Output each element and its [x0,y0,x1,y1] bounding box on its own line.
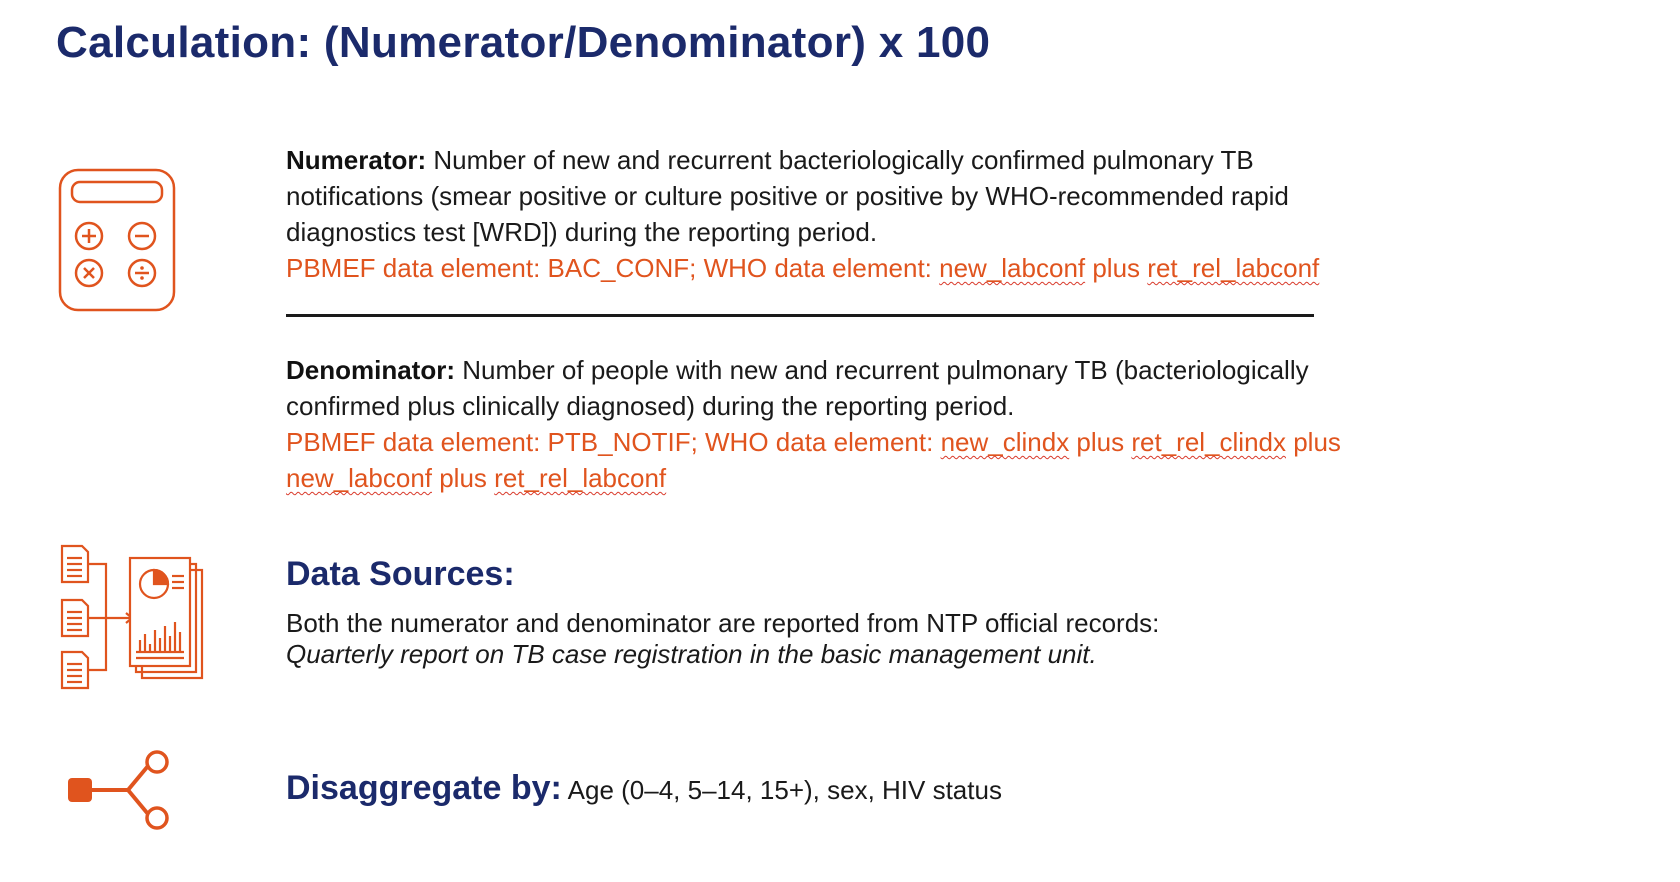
data-sources-heading: Data Sources: [286,555,515,593]
denominator-term-ret-rel-clindx: ret_rel_clindx [1131,427,1286,457]
denominator-text-1: Number of people with new and recurrent … [455,355,1309,385]
disaggregate-heading: Disaggregate by: [286,769,562,807]
denominator-term-joiner-3: plus [432,463,495,493]
fraction-divider [286,314,1314,317]
numerator-term-new-labconf: new_labconf [939,253,1086,283]
numerator-line-1: Numerator: Number of new and recurrent b… [286,142,1319,178]
disaggregate-line: Disaggregate by: Age (0–4, 5–14, 15+), s… [286,770,1002,808]
data-sources-text: Both the numerator and denominator are r… [286,608,1160,638]
reports-chart-icon [60,544,204,690]
disaggregate-block: Disaggregate by: Age (0–4, 5–14, 15+), s… [286,770,1002,808]
denominator-term-new-clindx: new_clindx [940,427,1070,457]
denominator-line-2: confirmed plus clinically diagnosed) dur… [286,391,1015,421]
calculator-icon [58,168,176,312]
numerator-line-2: notifications (smear positive or culture… [286,181,1289,211]
numerator-term-ret-rel-labconf: ret_rel_labconf [1147,253,1320,283]
denominator-data-element-prefix: PBMEF data element: PTB_NOTIF; WHO data … [286,427,941,457]
denominator-block: Denominator: Number of people with new a… [286,352,1341,496]
data-sources-block: Data Sources: Both the numerator and den… [286,552,1159,670]
numerator-label: Numerator: [286,145,427,175]
numerator-data-element-prefix: PBMEF data element: BAC_CONF; WHO data e… [286,253,940,283]
numerator-data-element: PBMEF data element: BAC_CONF; WHO data e… [286,250,1319,286]
denominator-data-element-line-2: new_labconf plus ret_rel_labconf [286,460,1341,496]
denominator-label: Denominator: [286,355,455,385]
denominator-term-ret-rel-labconf: ret_rel_labconf [494,463,667,493]
numerator-text-1: Number of new and recurrent bacteriologi… [426,145,1254,175]
denominator-term-joiner-1: plus [1069,427,1132,457]
numerator-block: Numerator: Number of new and recurrent b… [286,142,1319,286]
denominator-data-element-line-1: PBMEF data element: PTB_NOTIF; WHO data … [286,424,1341,460]
denominator-term-joiner-2: plus [1286,427,1341,457]
numerator-term-joiner: plus [1085,253,1148,283]
page-title: Calculation: (Numerator/Denominator) x 1… [56,18,991,67]
disaggregate-text: Age (0–4, 5–14, 15+), sex, HIV status [561,775,1002,805]
denominator-term-new-labconf: new_labconf [286,463,432,493]
denominator-line-1: Denominator: Number of people with new a… [286,352,1341,388]
numerator-line-3: diagnostics test [WRD]) during the repor… [286,217,878,247]
share-branch-icon [68,750,169,830]
data-sources-italic-text: Quarterly report on TB case registration… [286,639,1097,669]
